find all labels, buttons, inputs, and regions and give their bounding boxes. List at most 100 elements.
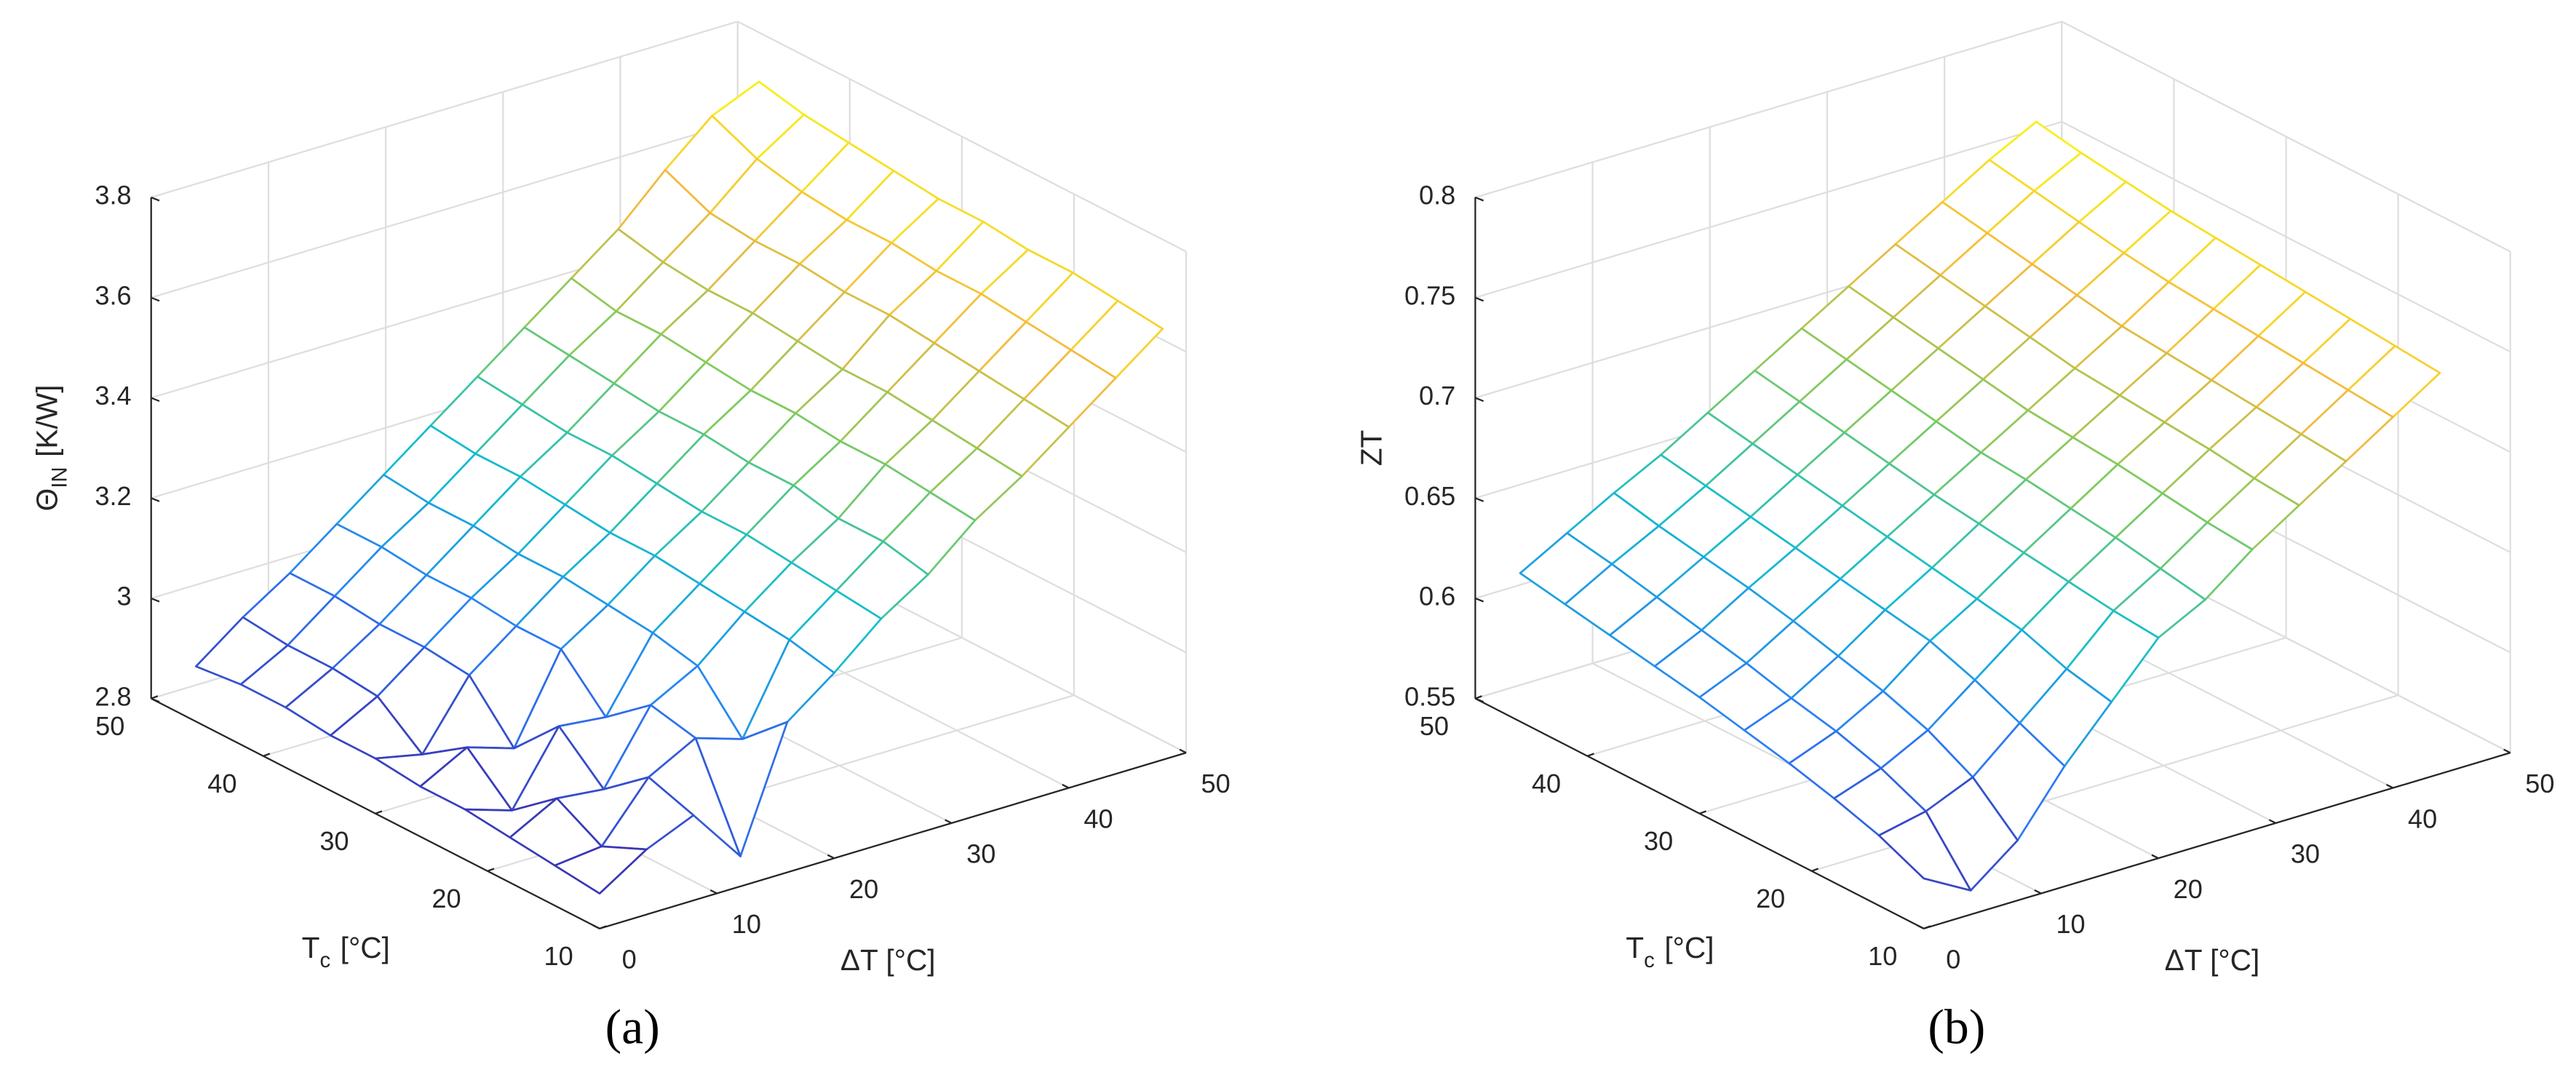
z-axis-label-part: IN	[48, 467, 72, 488]
x-tick	[945, 819, 953, 824]
y-tick	[1587, 753, 1594, 757]
surface-cell	[554, 845, 648, 894]
z-tick-label: 2.8	[95, 681, 131, 711]
z-axis-label-part: Θ	[30, 488, 63, 512]
y-axis-label-part: T	[302, 931, 320, 964]
x-tick	[592, 924, 600, 929]
y-axis-label: Tc [°C]	[302, 931, 390, 973]
z-tick-label: 0.55	[1404, 681, 1455, 711]
y-axis-label-part: c	[1644, 948, 1655, 972]
z-axis-label-part: [K/W]	[30, 385, 63, 457]
y-tick	[599, 925, 607, 929]
y-tick-label: 20	[432, 884, 461, 913]
z-axis-label-part: ZT	[1354, 430, 1388, 467]
y-tick	[1923, 925, 1931, 929]
y-tick	[263, 753, 271, 757]
z-tick	[1474, 497, 1484, 502]
grid-line	[737, 20, 1187, 253]
y-tick-label: 40	[1532, 769, 1561, 798]
z-tick-label: 0.75	[1404, 280, 1455, 310]
z-tick	[151, 597, 160, 603]
y-tick-label: 10	[544, 941, 573, 971]
grid-line	[151, 20, 739, 199]
y-tick	[1699, 810, 1706, 814]
x-tick	[2034, 889, 2042, 894]
x-axis-label-part: ΔT [°C]	[2165, 943, 2260, 977]
grid-line	[1475, 121, 2062, 298]
z-tick	[151, 197, 160, 202]
y-axis-line	[151, 697, 600, 929]
x-tick	[709, 889, 717, 894]
y-tick-label: 50	[1420, 711, 1449, 741]
z-tick-label: 3.4	[95, 381, 131, 410]
y-axis-label-part: [°C]	[341, 931, 390, 964]
y-tick	[375, 810, 383, 814]
x-tick	[2268, 819, 2276, 824]
y-axis-label-part: T	[1626, 931, 1644, 964]
y-axis-label-part: [°C]	[1664, 931, 1714, 964]
x-tick-label: 50	[1201, 769, 1231, 798]
grid-line	[1475, 20, 2062, 199]
x-tick-label: 40	[1084, 804, 1113, 833]
x-axis-line	[599, 752, 1187, 929]
surface-cell	[1877, 810, 1972, 892]
x-tick-label: 50	[2525, 769, 2554, 798]
z-tick	[151, 296, 160, 302]
y-tick-label: 10	[1868, 941, 1897, 971]
x-tick	[2385, 784, 2394, 789]
z-tick	[1474, 197, 1484, 202]
x-tick-label: 20	[2174, 874, 2203, 904]
x-tick-label: 20	[849, 874, 878, 904]
grid-line	[151, 121, 739, 298]
z-tick	[151, 697, 160, 703]
z-tick-label: 0.6	[1419, 582, 1455, 611]
y-tick-label: 20	[1756, 884, 1785, 913]
x-tick-label: 30	[2291, 839, 2320, 869]
z-tick-label: 0.8	[1419, 181, 1455, 210]
y-axis-line	[1474, 697, 1925, 929]
z-tick	[1474, 397, 1484, 402]
panel-label: (a)	[605, 1000, 660, 1055]
y-tick-label: 30	[319, 826, 349, 856]
y-tick	[487, 868, 495, 872]
z-tick	[1474, 597, 1484, 603]
x-tick-label: 40	[2408, 804, 2437, 833]
x-axis-line	[1923, 752, 2511, 929]
x-tick	[2503, 748, 2511, 754]
x-tick	[2151, 854, 2159, 860]
grid-line	[2061, 20, 2511, 253]
z-axis-label: ZT	[1354, 430, 1388, 467]
z-tick	[1474, 296, 1484, 302]
x-tick	[827, 854, 835, 860]
y-axis-label-part: c	[319, 948, 330, 972]
x-tick-label: 30	[966, 839, 995, 869]
x-tick-label: 0	[622, 945, 637, 975]
z-tick-label: 3	[117, 582, 132, 611]
x-axis-label: ΔT [°C]	[840, 943, 936, 977]
x-tick-label: 10	[732, 909, 761, 939]
z-tick-label: 0.65	[1404, 481, 1455, 511]
z-tick-label: 0.7	[1419, 381, 1455, 410]
z-tick-label: 3.8	[95, 181, 131, 210]
y-tick-label: 30	[1644, 826, 1673, 856]
z-tick	[151, 397, 160, 402]
y-tick-label: 50	[95, 711, 124, 741]
x-axis-label-part: ΔT [°C]	[840, 943, 936, 977]
x-tick	[1179, 748, 1187, 754]
y-axis-label: Tc [°C]	[1626, 931, 1714, 973]
z-axis-label: ΘIN [K/W]	[30, 385, 72, 512]
z-tick	[1474, 697, 1484, 703]
y-tick-label: 40	[207, 769, 236, 798]
z-tick-label: 3.2	[95, 481, 131, 511]
x-tick-label: 0	[1946, 945, 1960, 975]
x-tick	[1062, 784, 1070, 789]
x-tick-label: 10	[2056, 909, 2085, 939]
x-axis-label: ΔT [°C]	[2165, 943, 2260, 977]
panel-label: (b)	[1928, 1000, 1985, 1055]
x-tick	[1917, 924, 1925, 929]
grid-line	[2061, 121, 2511, 353]
y-tick	[1811, 868, 1819, 872]
z-tick-label: 3.6	[95, 280, 131, 310]
